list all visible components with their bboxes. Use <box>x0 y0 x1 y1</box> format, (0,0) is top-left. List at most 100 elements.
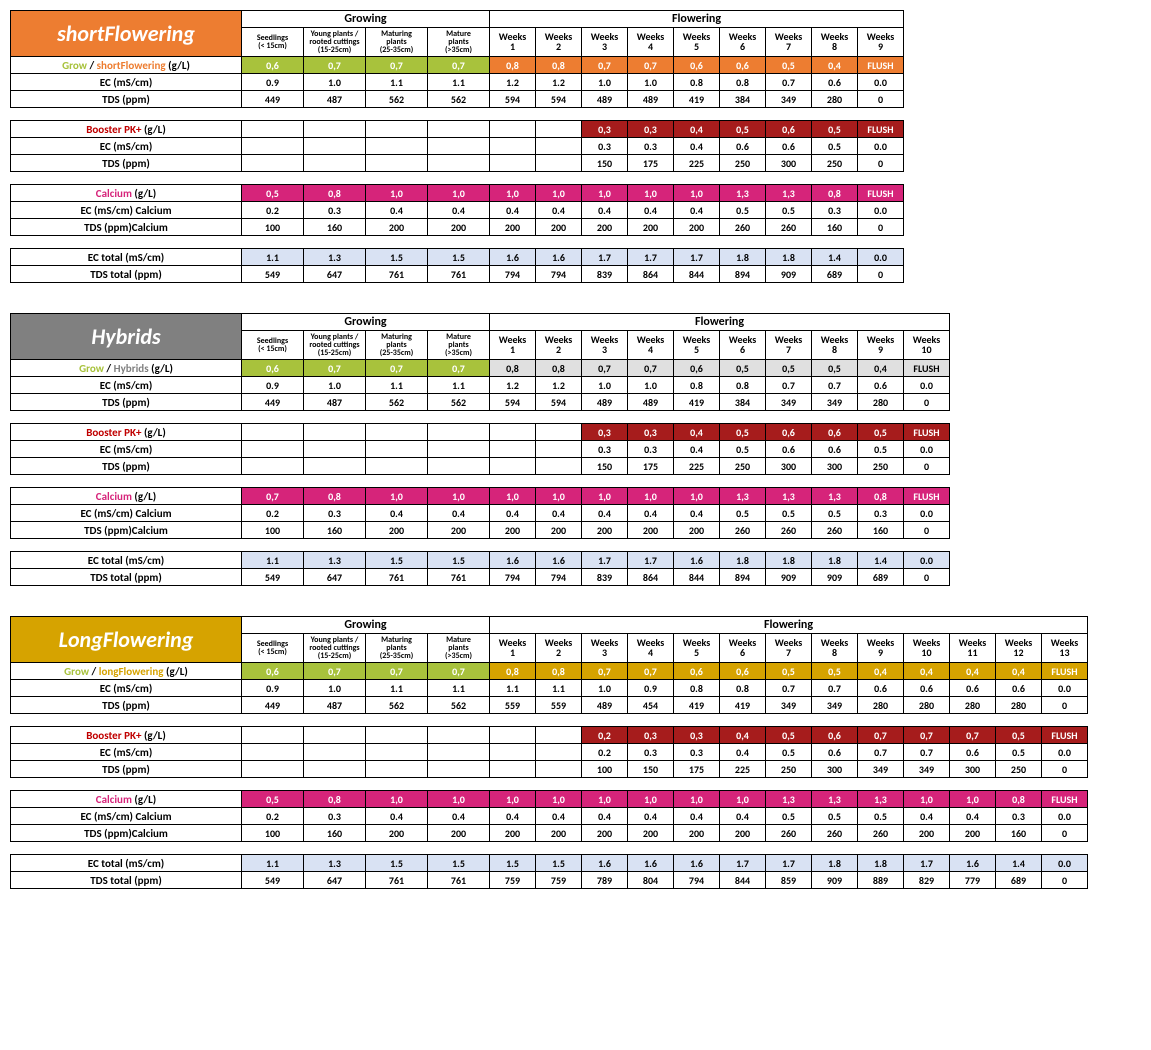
booster-ec-val: 0.5 <box>812 138 858 155</box>
booster-tds-val: 250 <box>766 761 812 778</box>
hdr-week-7: Weeks7 <box>766 28 812 57</box>
ec-total-val: 1.7 <box>628 552 674 569</box>
calcium-val: 1,0 <box>582 791 628 808</box>
hdr-week-4: Weeks4 <box>628 634 674 663</box>
tds-total-val: 909 <box>812 872 858 889</box>
calcium-val: 0,8 <box>304 488 366 505</box>
booster-tds-val: 250 <box>858 458 904 475</box>
grow-val: 0,6 <box>242 57 304 74</box>
tds-total-val: 864 <box>628 266 674 283</box>
tds-val: 489 <box>582 394 628 411</box>
calcium-ec-val: 0.4 <box>674 505 720 522</box>
booster-tds-val: 349 <box>858 761 904 778</box>
tds-total-val: 549 <box>242 872 304 889</box>
calcium-tds-val: 200 <box>582 825 628 842</box>
grow-val: 0,8 <box>490 360 536 377</box>
calcium-tds-val: 0 <box>904 522 950 539</box>
booster-ec-val: 0.6 <box>812 744 858 761</box>
tds-val: 562 <box>366 394 428 411</box>
ec-val: 0.6 <box>996 680 1042 697</box>
calcium-val: 0,5 <box>242 185 304 202</box>
grow-val: 0,4 <box>996 663 1042 680</box>
ec-total-val: 1.8 <box>812 552 858 569</box>
header-growing: Growing <box>242 314 490 331</box>
ec-val: 0.0 <box>1042 680 1088 697</box>
hdr-maturing: Maturingplants(25-35cm) <box>366 634 428 663</box>
booster-tds-val: 225 <box>720 761 766 778</box>
ec-val: 1.1 <box>366 74 428 91</box>
ec-total-val: 1.7 <box>582 552 628 569</box>
booster-val: FLUSH <box>904 424 950 441</box>
booster-tds-val: 175 <box>674 761 720 778</box>
calcium-tds-val: 200 <box>674 825 720 842</box>
calcium-tds-val: 200 <box>628 825 674 842</box>
row-label-tds: TDS (ppm) <box>11 394 242 411</box>
section-hybrids: HybridsGrowingFloweringSeedlings(< 15cm)… <box>10 313 1141 586</box>
calcium-ec-val: 0.5 <box>812 505 858 522</box>
row-label-tds: TDS (ppm) <box>11 697 242 714</box>
row-label-booster: Booster PK+ (g/L) <box>11 727 242 744</box>
ec-total-val: 1.5 <box>428 552 490 569</box>
booster-ec-val <box>490 441 536 458</box>
ec-total-val: 1.4 <box>812 249 858 266</box>
header-growing: Growing <box>242 11 490 28</box>
booster-tds-val: 250 <box>720 155 766 172</box>
grow-val: 0,6 <box>720 663 766 680</box>
booster-tds-val <box>490 155 536 172</box>
booster-val <box>490 424 536 441</box>
booster-ec-val <box>242 441 304 458</box>
hdr-week-3: Weeks3 <box>582 331 628 360</box>
tds-val: 419 <box>674 394 720 411</box>
calcium-ec-val: 0.5 <box>766 202 812 219</box>
tds-val: 280 <box>858 394 904 411</box>
calcium-ec-val: 0.3 <box>812 202 858 219</box>
calcium-tds-val: 200 <box>366 219 428 236</box>
row-label-calcium: Calcium (g/L) <box>11 185 242 202</box>
ec-total-val: 1.8 <box>858 855 904 872</box>
tds-val: 559 <box>536 697 582 714</box>
calcium-ec-val: 0.4 <box>536 808 582 825</box>
calcium-ec-val: 0.4 <box>628 808 674 825</box>
booster-tds-val <box>242 458 304 475</box>
booster-ec-val: 0.5 <box>996 744 1042 761</box>
calcium-val: 1,3 <box>812 791 858 808</box>
tds-total-val: 889 <box>858 872 904 889</box>
calcium-tds-val: 160 <box>304 825 366 842</box>
calcium-val: 1,0 <box>628 185 674 202</box>
hdr-mature: Matureplants(>35cm) <box>428 634 490 663</box>
calcium-val: 0,8 <box>858 488 904 505</box>
tds-total-val: 844 <box>720 872 766 889</box>
ec-total-val: 1.5 <box>428 855 490 872</box>
ec-total-val: 1.5 <box>366 552 428 569</box>
calcium-ec-val: 0.5 <box>766 505 812 522</box>
booster-tds-val <box>366 155 428 172</box>
ec-val: 0.7 <box>766 377 812 394</box>
booster-val: 0,3 <box>628 121 674 138</box>
row-label-grow: Grow / Hybrids (g/L) <box>11 360 242 377</box>
calcium-val: 1,3 <box>720 185 766 202</box>
header-flowering: Flowering <box>490 617 1088 634</box>
tds-val: 489 <box>582 697 628 714</box>
calcium-val: 1,0 <box>490 791 536 808</box>
hdr-week-7: Weeks7 <box>766 331 812 360</box>
calcium-ec-val: 0.4 <box>582 808 628 825</box>
booster-ec-val: 0.3 <box>582 441 628 458</box>
calcium-ec-val: 0.5 <box>812 808 858 825</box>
row-label-booster-ec: EC (mS/cm) <box>11 441 242 458</box>
tds-total-val: 761 <box>428 872 490 889</box>
ec-val: 0.8 <box>674 377 720 394</box>
tds-val: 349 <box>766 91 812 108</box>
booster-val <box>490 727 536 744</box>
ec-total-val: 1.7 <box>674 249 720 266</box>
booster-tds-val <box>242 155 304 172</box>
calcium-ec-val: 0.2 <box>242 202 304 219</box>
booster-tds-val: 150 <box>628 761 674 778</box>
tds-total-val: 647 <box>304 569 366 586</box>
tds-val: 0 <box>858 91 904 108</box>
booster-tds-val: 175 <box>628 458 674 475</box>
row-label-tds-total: TDS total (ppm) <box>11 569 242 586</box>
booster-ec-val: 0.3 <box>674 744 720 761</box>
tds-total-val: 804 <box>628 872 674 889</box>
calcium-ec-val: 0.4 <box>720 808 766 825</box>
feeding-table: LongFloweringGrowingFloweringSeedlings(<… <box>10 616 1088 889</box>
